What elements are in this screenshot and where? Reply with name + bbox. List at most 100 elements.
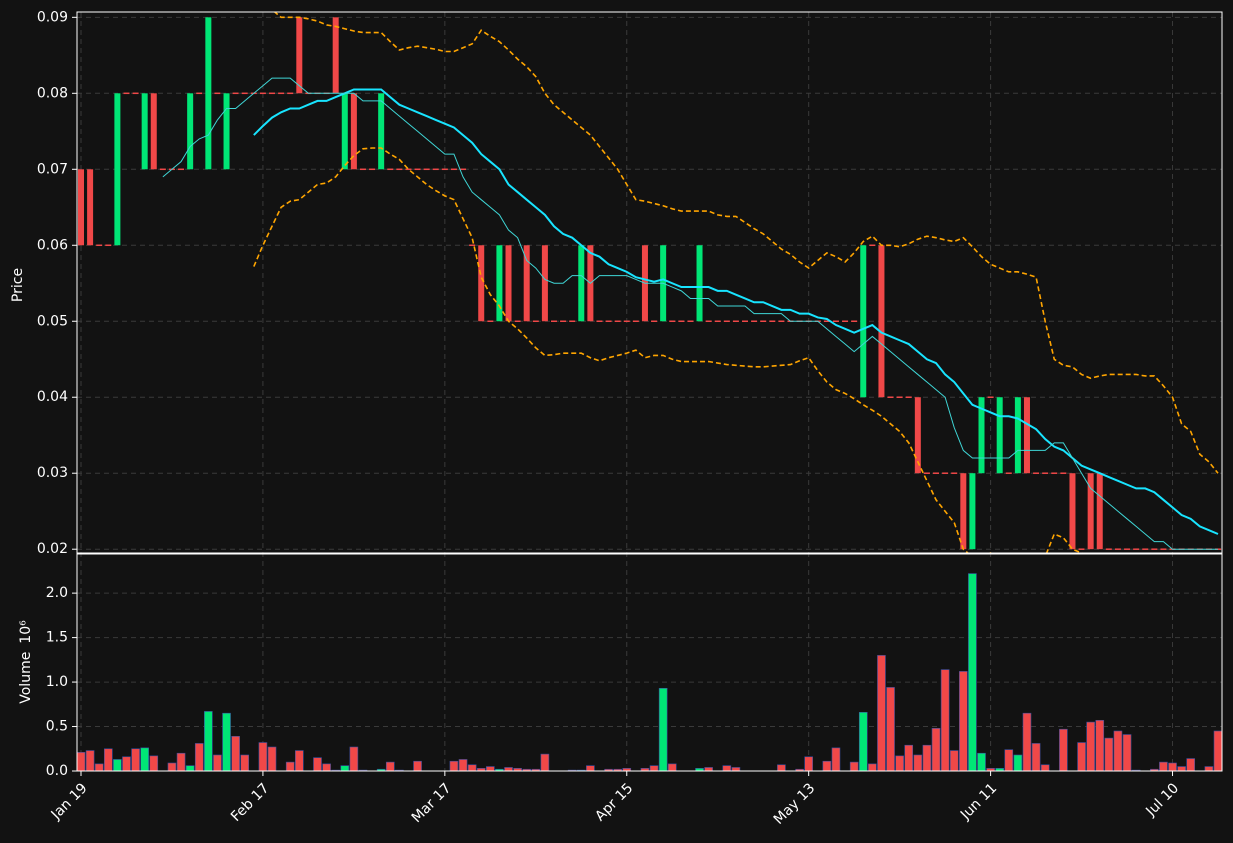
volume-bar	[167, 762, 177, 772]
volume-bar	[540, 753, 550, 772]
volume-bar	[194, 743, 204, 772]
volume-bar	[1204, 766, 1214, 772]
candle-doji	[1051, 472, 1058, 474]
volume-bar	[131, 748, 140, 772]
grid-layer	[72, 12, 1222, 776]
candle-doji	[1033, 472, 1040, 474]
y-tick-label: 0.5	[46, 719, 68, 735]
candle-doji	[751, 320, 758, 323]
candle-doji	[651, 320, 658, 323]
candle-doji	[832, 320, 839, 323]
y-tick-label: 0.08	[37, 85, 68, 101]
candle-doji	[596, 320, 603, 323]
candle-doji	[514, 320, 521, 323]
candle-body	[978, 397, 985, 474]
candle-doji	[1142, 548, 1149, 550]
candle-doji	[933, 472, 940, 474]
volume-bar	[1177, 766, 1186, 772]
marks-layer	[76, 17, 1223, 772]
candle-doji	[1114, 548, 1121, 550]
candle-doji	[469, 244, 476, 247]
candle-doji	[605, 320, 612, 323]
candle-body	[496, 245, 503, 322]
volume-bar	[722, 765, 732, 772]
volume-bar	[231, 736, 240, 772]
volume-bar	[1186, 758, 1196, 772]
volume-bar	[877, 655, 886, 772]
candle-doji	[269, 92, 276, 95]
candle-doji	[423, 168, 430, 171]
volume-bar	[667, 763, 677, 772]
volume-panel-frame	[76, 553, 1223, 772]
candle-body	[878, 245, 885, 398]
candle-body	[505, 245, 512, 322]
volume-bar	[868, 763, 877, 772]
candle-body	[541, 245, 548, 322]
volume-bar	[240, 754, 250, 772]
candle-doji	[214, 92, 221, 95]
volume-bar	[322, 763, 331, 772]
candle-doji	[842, 320, 849, 323]
volume-bar	[822, 760, 832, 772]
volume-bar	[913, 754, 923, 772]
volume-bar	[1122, 734, 1132, 772]
volume-bar	[313, 757, 322, 772]
candle-doji	[259, 92, 266, 95]
x-tick-label: Feb 17	[228, 780, 273, 825]
candle-doji	[623, 320, 630, 323]
candle-doji	[632, 320, 639, 323]
candle-doji	[732, 320, 739, 323]
y-tick-label: 2.0	[46, 585, 68, 601]
volume-bar	[1159, 761, 1168, 772]
volume-bar	[504, 767, 513, 772]
y-tick-label: 0.06	[37, 237, 68, 253]
candle-body	[578, 245, 585, 322]
volume-bar	[449, 760, 459, 772]
candle-body	[969, 473, 976, 550]
volume-bar	[1104, 737, 1114, 772]
volume-bar	[140, 747, 149, 772]
candle-body	[1014, 397, 1021, 474]
candle-body	[296, 17, 303, 94]
volume-scale-label: 10⁶	[18, 620, 34, 644]
y-tick-label: 1.0	[46, 674, 68, 690]
candle-body	[78, 169, 84, 246]
volume-bar	[731, 767, 741, 772]
volume-bar	[267, 746, 277, 772]
candle-doji	[905, 396, 912, 398]
candle-doji	[1133, 548, 1140, 550]
candle-doji	[450, 168, 457, 171]
x-tick-label: Jul 10	[1142, 780, 1182, 820]
candle-doji	[1005, 472, 1012, 474]
volume-bar	[222, 712, 231, 772]
volume-bar	[886, 687, 895, 772]
candle-doji	[987, 396, 994, 398]
candle-doji	[851, 320, 858, 323]
volume-bar	[340, 765, 350, 772]
candle-doji	[1160, 548, 1167, 550]
volume-bar	[858, 712, 868, 772]
candle-doji	[396, 168, 403, 171]
candle-body	[960, 473, 967, 550]
candle-doji	[441, 168, 448, 171]
candle-doji	[232, 92, 239, 95]
candle-body	[1087, 473, 1094, 550]
volume-bar	[385, 761, 395, 772]
volume-bar	[1168, 762, 1177, 772]
y-tick-label: 0.07	[37, 161, 68, 177]
volume-bar	[349, 746, 359, 772]
volume-bar	[176, 752, 186, 772]
candle-body	[696, 245, 703, 322]
volume-bar	[904, 744, 914, 772]
volume-bar	[1113, 730, 1123, 772]
y-tick-label: 0.0	[46, 763, 68, 779]
y-tick-label: 0.03	[37, 465, 68, 481]
candle-body	[1023, 397, 1030, 474]
volume-axis-title: Volume	[18, 652, 34, 704]
volume-bar	[1013, 754, 1023, 772]
candle-doji	[550, 320, 557, 323]
volume-bar	[1086, 721, 1095, 772]
indicator-layer	[162, 12, 1219, 553]
indicator-line	[253, 147, 1084, 553]
candle-doji	[132, 92, 139, 95]
